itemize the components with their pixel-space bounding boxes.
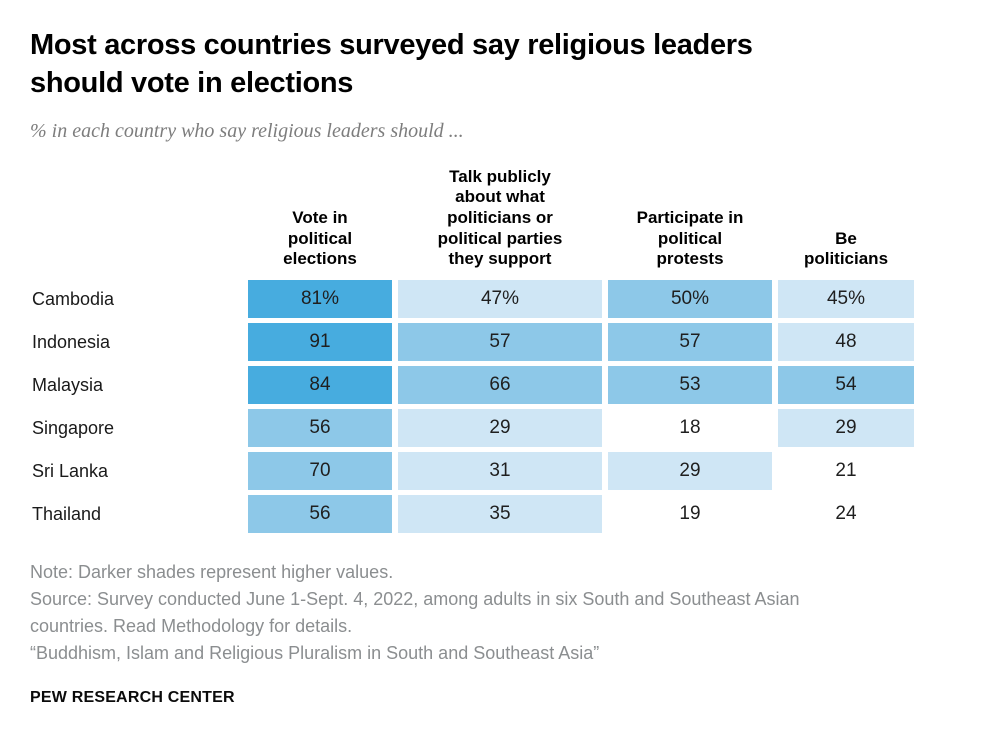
- value-cell: 81%: [248, 280, 392, 319]
- value-cell: 56: [248, 495, 392, 534]
- value-cell: 57: [398, 323, 602, 362]
- value-cell: 54: [778, 366, 914, 405]
- value-cell: 31: [398, 452, 602, 491]
- value-cell: 24: [778, 495, 914, 534]
- source-line: Source: Survey conducted June 1-Sept. 4,…: [30, 589, 800, 637]
- value-cell: 45%: [778, 280, 914, 319]
- value-cell: 35: [398, 495, 602, 534]
- value-cell: 50%: [608, 280, 772, 319]
- row-label-cambodia: Cambodia: [32, 288, 115, 309]
- value-cell: 91: [248, 323, 392, 362]
- note-line: Note: Darker shades represent higher val…: [30, 562, 394, 583]
- column-header-label: Vote in political elections: [283, 208, 357, 269]
- value-cell: 66: [398, 366, 602, 405]
- page-title: Most across countries surveyed say relig…: [30, 29, 753, 100]
- row-label-singapore: Singapore: [32, 417, 115, 438]
- value-cell: 21: [778, 452, 914, 491]
- row-label-thailand: Thailand: [32, 503, 102, 524]
- row-label-indonesia: Indonesia: [32, 331, 111, 352]
- value-cell: 29: [778, 409, 914, 448]
- column-header-vote: Vote in political elections: [248, 208, 392, 275]
- row-label-malaysia: Malaysia: [32, 374, 104, 395]
- value-cell: 53: [608, 366, 772, 405]
- column-header-label: Talk publicly about what politicians or …: [437, 166, 563, 269]
- row-label-sri-lanka: Sri Lanka: [32, 460, 109, 481]
- value-cell: 18: [608, 409, 772, 448]
- value-cell: 29: [608, 452, 772, 491]
- value-cell: 29: [398, 409, 602, 448]
- column-header-label: Participate in political protests: [636, 208, 744, 269]
- report-title-line: “Buddhism, Islam and Religious Pluralism…: [30, 643, 600, 664]
- chart-subtitle: % in each country who say religious lead…: [30, 119, 464, 142]
- value-cell: 48: [778, 323, 914, 362]
- column-header-be-politicians: Be politicians: [778, 229, 914, 275]
- column-header-protests: Participate in political protests: [608, 208, 772, 275]
- value-cell: 57: [608, 323, 772, 362]
- footnotes: Note: Darker shades represent higher val…: [30, 559, 830, 667]
- chart-card: Most across countries surveyed say relig…: [30, 29, 970, 707]
- value-cell: 84: [248, 366, 392, 405]
- corner-cell: [30, 270, 242, 275]
- brand-wordmark: PEW RESEARCH CENTER: [30, 689, 235, 707]
- column-header-label: Be politicians: [803, 228, 889, 269]
- value-cell: 19: [608, 495, 772, 534]
- value-cell: 56: [248, 409, 392, 448]
- heatmap-table: Vote in political elections Talk publicl…: [30, 167, 970, 534]
- column-header-talk-publicly: Talk publicly about what politicians or …: [398, 167, 602, 276]
- value-cell: 70: [248, 452, 392, 491]
- value-cell: 47%: [398, 280, 602, 319]
